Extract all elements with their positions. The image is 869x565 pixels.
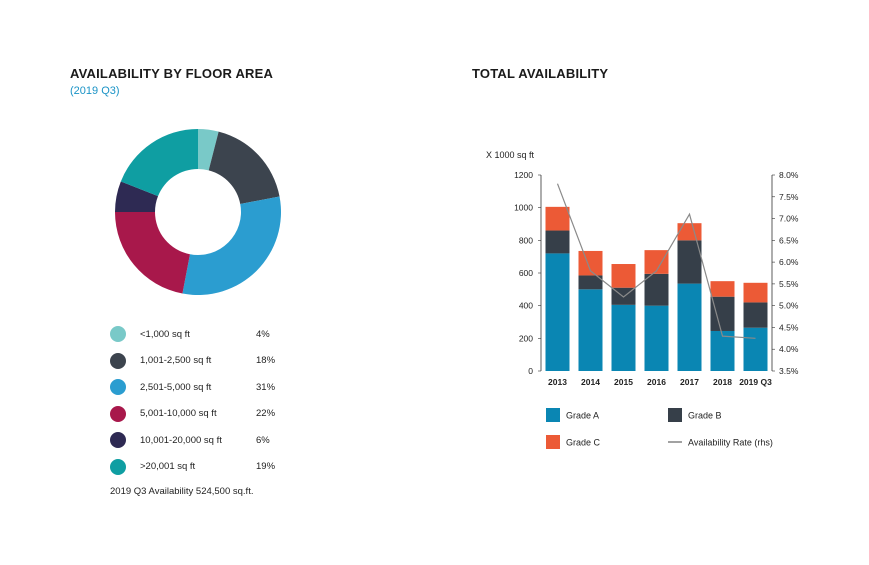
availability-footnote: 2019 Q3 Availability 524,500 sq.ft.: [110, 486, 254, 497]
donut-slice-6: [120, 129, 198, 197]
legend-label: Grade B: [688, 411, 722, 421]
left-axis-unit: X 1000 sq ft: [486, 150, 535, 160]
legend-percent: 19%: [256, 461, 276, 472]
legend-label: 1,001-2,500 sq ft: [140, 355, 212, 366]
bar-grade-a-2015: [611, 304, 636, 371]
right-tick-label: 3.5%: [779, 366, 799, 376]
bar-grade-b-2018: [710, 296, 735, 331]
legend-label: 5,001-10,000 sq ft: [140, 408, 217, 419]
donut-slice-4: [115, 212, 190, 294]
category-label: 2019 Q3: [739, 377, 772, 387]
right-tick-label: 8.0%: [779, 170, 799, 180]
bar-grade-a-2019-q3: [743, 327, 768, 371]
donut-slice-2: [208, 131, 280, 204]
donut-legend-item: 5,001-10,000 sq ft 22%: [110, 405, 296, 423]
category-label: 2014: [581, 377, 600, 387]
right-tick-label: 6.0%: [779, 257, 799, 267]
right-tick-label: 4.0%: [779, 344, 799, 354]
bar-grade-c-2013: [545, 206, 570, 231]
bar-grade-b-2013: [545, 230, 570, 254]
bar-grade-b-2014: [578, 275, 603, 290]
bar-grade-c-2016: [644, 250, 669, 274]
donut-chart-title: AVAILABILITY BY FLOOR AREA: [70, 66, 274, 81]
bar-grade-c-2019-q3: [743, 282, 768, 303]
bar-grade-a-2013: [545, 253, 570, 371]
left-tick-label: 600: [519, 268, 533, 278]
legend-swatch: [110, 458, 126, 475]
legend-swatch: [110, 405, 126, 422]
bar-grade-c-2017: [677, 223, 702, 241]
legend-label: <1,000 sq ft: [140, 328, 190, 340]
bar-legend-item: Grade B: [668, 408, 722, 422]
right-tick-label: 4.5%: [779, 322, 799, 332]
legend-label: Availability Rate (rhs): [688, 438, 773, 448]
legend-swatch: [110, 379, 126, 395]
availability-rate-line: [556, 183, 756, 339]
donut-slice-5: [115, 181, 159, 212]
bar-grade-a-2017: [677, 283, 702, 371]
bar-legend-item: Grade C: [546, 435, 601, 449]
legend-label: Grade A: [566, 411, 599, 421]
category-label: 2017: [680, 377, 699, 387]
legend-percent: 6%: [256, 434, 270, 446]
legend-label: >20,001 sq ft: [140, 461, 196, 472]
bar-grade-b-2016: [644, 273, 669, 306]
left-tick-label: 200: [519, 333, 533, 343]
legend-swatch: [110, 352, 126, 369]
bar-grade-b-2019-q3: [743, 302, 768, 328]
bar-grade-a-2016: [644, 305, 669, 371]
right-tick-label: 5.0%: [779, 301, 799, 311]
bar-grade-a-2018: [710, 330, 735, 371]
bar-grade-c-2014: [578, 250, 603, 276]
right-tick-label: 5.5%: [779, 279, 799, 289]
legend-percent: 4%: [256, 328, 270, 340]
donut-slice-3: [182, 196, 281, 295]
legend-label: 2,501-5,000 sq ft: [140, 381, 212, 393]
donut-legend-item: 2,501-5,000 sq ft 31%: [110, 378, 296, 396]
right-tick-label: 6.5%: [779, 235, 799, 245]
donut-legend-item: 1,001-2,500 sq ft 18%: [110, 352, 296, 370]
donut-legend-item: <1,000 sq ft 4%: [110, 325, 296, 343]
right-tick-label: 7.0%: [779, 214, 799, 224]
bar-legend-item: Grade A: [546, 408, 599, 422]
legend-swatch: [546, 435, 560, 449]
legend-swatch: [110, 326, 126, 342]
donut-slice-1: [198, 129, 219, 171]
legend-percent: 31%: [256, 381, 276, 393]
bar-chart-title: TOTAL AVAILABILITY: [472, 66, 609, 81]
right-tick-label: 7.5%: [779, 192, 799, 202]
donut-legend-item: 10,001-20,000 sq ft 6%: [110, 431, 296, 449]
bar-legend-item: Availability Rate (rhs): [668, 438, 773, 448]
bar-grade-a-2014: [578, 289, 603, 371]
donut-chart-subtitle: (2019 Q3): [70, 85, 120, 97]
bar-grade-b-2017: [677, 240, 702, 284]
left-tick-label: 800: [519, 235, 533, 245]
left-tick-label: 1200: [514, 170, 533, 180]
bar-grade-c-2018: [710, 281, 735, 297]
category-label: 2015: [614, 377, 633, 387]
category-label: 2018: [713, 377, 732, 387]
legend-swatch: [668, 408, 682, 422]
category-label: 2016: [647, 377, 666, 387]
left-tick-label: 1000: [514, 203, 533, 213]
category-label: 2013: [548, 377, 567, 387]
donut-legend-item: >20,001 sq ft 19%: [110, 458, 296, 476]
legend-percent: 22%: [256, 408, 276, 419]
left-tick-label: 400: [519, 301, 533, 311]
legend-label: 10,001-20,000 sq ft: [140, 434, 222, 446]
legend-percent: 18%: [256, 355, 276, 366]
left-tick-label: 0: [528, 366, 533, 376]
legend-swatch: [110, 432, 126, 448]
legend-swatch: [546, 408, 560, 422]
bar-grade-c-2015: [611, 264, 636, 288]
legend-label: Grade C: [566, 438, 601, 448]
